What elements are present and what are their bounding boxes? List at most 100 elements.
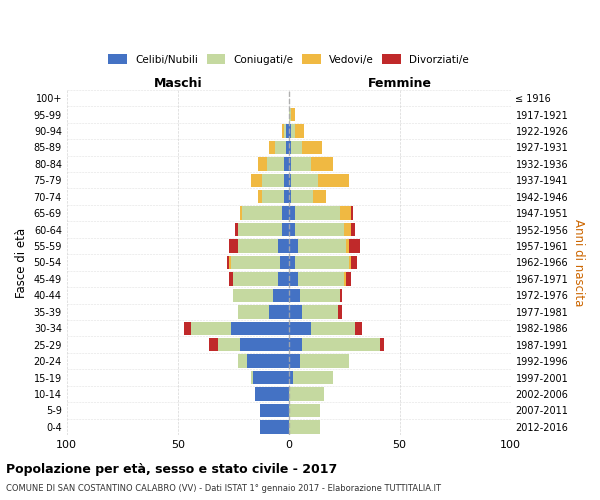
Bar xyxy=(184,322,191,335)
Bar xyxy=(300,354,349,368)
Bar xyxy=(251,371,253,384)
Y-axis label: Anni di nascita: Anni di nascita xyxy=(572,219,585,306)
Bar xyxy=(242,206,282,220)
Bar xyxy=(282,124,284,138)
Bar xyxy=(351,206,353,220)
Bar xyxy=(300,288,340,302)
Bar xyxy=(238,354,247,368)
Bar xyxy=(291,108,295,121)
Legend: Celibi/Nubili, Coniugati/e, Vedovi/e, Divorziati/e: Celibi/Nubili, Coniugati/e, Vedovi/e, Di… xyxy=(104,50,473,68)
Bar xyxy=(289,420,320,434)
Bar xyxy=(289,371,293,384)
Bar xyxy=(209,338,218,351)
Bar xyxy=(231,322,289,335)
Bar xyxy=(269,305,289,318)
Bar xyxy=(298,272,344,285)
Bar xyxy=(284,124,286,138)
Bar xyxy=(298,240,346,253)
Bar xyxy=(289,354,300,368)
Bar xyxy=(289,404,320,417)
Bar xyxy=(282,206,289,220)
Bar xyxy=(295,124,304,138)
Bar xyxy=(351,223,355,236)
Bar xyxy=(317,174,349,187)
Bar xyxy=(280,256,289,269)
Bar xyxy=(191,322,231,335)
Bar xyxy=(346,272,351,285)
Bar xyxy=(262,174,284,187)
Bar xyxy=(380,338,384,351)
Bar xyxy=(282,223,289,236)
Bar xyxy=(253,371,289,384)
Bar xyxy=(229,272,233,285)
Bar xyxy=(295,256,349,269)
Bar xyxy=(289,206,295,220)
Bar xyxy=(233,288,273,302)
Bar xyxy=(284,174,289,187)
Bar xyxy=(233,272,278,285)
Bar xyxy=(229,256,231,269)
Bar xyxy=(289,322,311,335)
Bar xyxy=(247,354,289,368)
Bar xyxy=(289,288,300,302)
Bar xyxy=(302,305,338,318)
Bar xyxy=(313,190,326,203)
Bar xyxy=(311,157,333,170)
Text: Maschi: Maschi xyxy=(154,77,202,90)
Bar xyxy=(291,174,317,187)
Bar xyxy=(289,388,324,401)
Bar xyxy=(229,240,238,253)
Bar xyxy=(346,240,349,253)
Bar xyxy=(238,240,278,253)
Bar xyxy=(278,240,289,253)
Bar xyxy=(293,371,333,384)
Bar xyxy=(257,157,266,170)
Bar xyxy=(291,157,311,170)
Bar xyxy=(256,388,289,401)
Bar xyxy=(302,338,380,351)
Bar xyxy=(251,174,262,187)
Bar xyxy=(260,420,289,434)
Bar xyxy=(289,223,295,236)
Bar xyxy=(240,206,242,220)
Bar xyxy=(344,272,346,285)
Bar xyxy=(344,223,351,236)
Bar xyxy=(289,190,291,203)
Bar xyxy=(289,124,291,138)
Bar xyxy=(289,174,291,187)
Bar xyxy=(291,140,302,154)
Bar xyxy=(235,223,238,236)
Bar xyxy=(340,288,342,302)
Bar xyxy=(218,338,240,351)
Bar xyxy=(269,140,275,154)
Bar xyxy=(273,288,289,302)
Bar xyxy=(289,338,302,351)
Bar xyxy=(291,124,295,138)
Bar xyxy=(351,256,358,269)
Bar xyxy=(227,256,229,269)
Bar xyxy=(338,305,342,318)
Bar xyxy=(231,256,280,269)
Bar xyxy=(302,140,322,154)
Bar xyxy=(289,108,291,121)
Bar xyxy=(349,256,351,269)
Bar xyxy=(266,157,284,170)
Bar xyxy=(286,124,289,138)
Bar xyxy=(260,404,289,417)
Bar xyxy=(289,140,291,154)
Bar xyxy=(289,256,295,269)
Bar xyxy=(291,190,313,203)
Bar xyxy=(349,240,360,253)
Bar xyxy=(275,140,286,154)
Bar xyxy=(355,322,362,335)
Bar xyxy=(340,206,351,220)
Bar xyxy=(295,206,340,220)
Bar xyxy=(289,272,298,285)
Bar xyxy=(289,240,298,253)
Text: Popolazione per età, sesso e stato civile - 2017: Popolazione per età, sesso e stato civil… xyxy=(6,462,337,475)
Bar xyxy=(238,223,282,236)
Bar xyxy=(289,157,291,170)
Bar xyxy=(286,140,289,154)
Bar xyxy=(257,190,262,203)
Bar xyxy=(284,190,289,203)
